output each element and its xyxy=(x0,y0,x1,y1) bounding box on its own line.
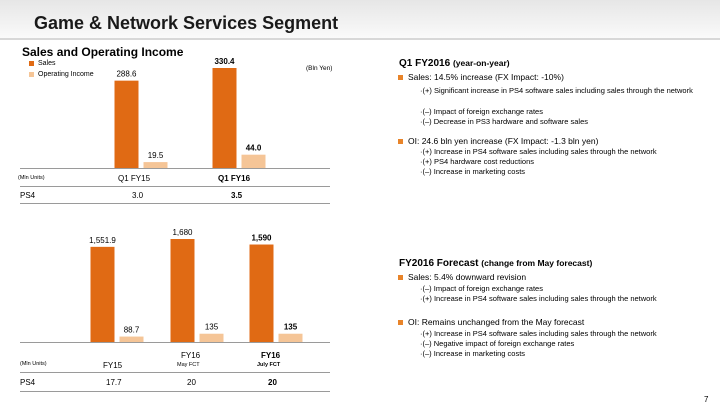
header-bar xyxy=(0,0,720,40)
category-label-fy16-july: FY16 xyxy=(261,351,281,360)
legend-label-operating-income: Operating Income xyxy=(38,71,94,78)
ps4-row-label-top: PS4 xyxy=(20,191,36,200)
table-line-bottom-1 xyxy=(20,372,330,373)
bar-sales-q1-fy16 xyxy=(212,68,237,168)
q1-oi-headline: OI: 24.6 bln yen increase (FX Impact: -1… xyxy=(408,136,599,146)
bullet-icon xyxy=(398,138,403,144)
bar-sales-fy16-may-fct xyxy=(170,239,195,342)
data-label-operating-income-fy15: 88.7 xyxy=(124,326,140,335)
q1-section-title: Q1 FY2016 (year-on-year) xyxy=(399,58,510,69)
forecast-title-sub: (change from May forecast) xyxy=(481,258,593,268)
ps4-units-fy15: 17.7 xyxy=(106,378,122,387)
legend-swatch-sales xyxy=(29,61,34,66)
forecast-sales-item-1: ·(–) Impact of foreign exchange rates xyxy=(420,284,543,293)
baseline-top xyxy=(20,168,330,169)
units-label-bottom: (Mln Units) xyxy=(20,361,47,367)
baseline-bottom xyxy=(20,342,330,343)
bar-operating-income-fy16-may-fct xyxy=(199,333,224,342)
q1-oi-item-1: ·(+) Increase in PS4 software sales incl… xyxy=(420,147,657,156)
q1-sales-item-3: ·(–) Decrease in PS3 hardware and softwa… xyxy=(420,117,588,126)
forecast-oi-item-1: ·(+) Increase in PS4 software sales incl… xyxy=(420,329,657,338)
ps4-units-fy16-may: 20 xyxy=(187,378,196,387)
bullet-icon xyxy=(398,74,403,80)
page-number: 7 xyxy=(704,395,709,404)
bar-sales-fy15 xyxy=(90,246,115,342)
legend-swatch-operating-income xyxy=(29,72,34,77)
forecast-title: FY2016 Forecast xyxy=(399,258,479,269)
data-label-operating-income-q1-fy16: 44.0 xyxy=(246,144,262,153)
legend-label-sales: Sales xyxy=(38,60,56,67)
data-label-operating-income-q1-fy15: 19.5 xyxy=(148,151,164,160)
slide-title: Game & Network Services Segment xyxy=(34,13,339,33)
forecast-sales-item-2: ·(+) Increase in PS4 software sales incl… xyxy=(420,294,657,303)
bullet-icon xyxy=(398,319,403,325)
forecast-section-title: FY2016 Forecast (change from May forecas… xyxy=(399,258,592,269)
q1-oi-item-3: ·(–) Increase in marketing costs xyxy=(420,167,526,176)
bar-operating-income-q1-fy16 xyxy=(241,154,266,168)
data-label-sales-fy16-july-fct: 1,590 xyxy=(251,234,272,243)
forecast-oi-bullet: OI: Remains unchanged from the May forec… xyxy=(398,317,584,327)
unit-label: (Bln Yen) xyxy=(306,65,333,72)
forecast-oi-headline: OI: Remains unchanged from the May forec… xyxy=(408,317,585,327)
bar-sales-fy16-july-fct xyxy=(249,244,274,342)
category-label-fy15: FY15 xyxy=(103,361,123,370)
forecast-sales-bullet: Sales: 5.4% downward revision xyxy=(398,272,526,282)
ps4-units-q1fy16: 3.5 xyxy=(231,191,243,200)
bullet-icon xyxy=(398,274,403,280)
chart-title: Sales and Operating Income xyxy=(22,45,184,59)
q1-oi-item-2: ·(+) PS4 hardware cost reductions xyxy=(420,157,535,166)
data-label-sales-fy16-may-fct: 1,680 xyxy=(172,228,193,237)
bar-sales-q1-fy15 xyxy=(114,80,139,168)
legend-item-operating-income: Operating Income xyxy=(29,69,94,80)
q1-oi-bullet: OI: 24.6 bln yen increase (FX Impact: -1… xyxy=(398,136,598,146)
q1-sales-item-1: ·(+) Significant increase in PS4 softwar… xyxy=(420,86,693,95)
data-label-operating-income-fy16-july-fct: 135 xyxy=(284,323,298,332)
legend: Sales Operating Income xyxy=(29,58,94,80)
data-label-operating-income-fy16-may-fct: 135 xyxy=(205,323,219,332)
q1-sales-item-2: ·(–) Impact of foreign exchange rates xyxy=(420,107,543,116)
table-line-top-1 xyxy=(20,186,330,187)
category-label-fy16-may: FY16 xyxy=(181,351,201,360)
category-sublabel-july-fct: July FCT xyxy=(257,362,281,368)
ps4-units-fy16-july: 20 xyxy=(268,378,277,387)
forecast-sales-headline: Sales: 5.4% downward revision xyxy=(408,272,527,282)
q1-title-sub: (year-on-year) xyxy=(452,58,510,68)
forecast-oi-item-3: ·(–) Increase in marketing costs xyxy=(420,349,526,358)
bar-operating-income-q1-fy15 xyxy=(143,162,168,168)
legend-item-sales: Sales xyxy=(29,58,94,69)
q1-title: Q1 FY2016 xyxy=(399,58,451,69)
category-sublabel-may-fct: May FCT xyxy=(177,362,200,368)
table-line-bottom-2 xyxy=(20,391,330,392)
table-line-top-2 xyxy=(20,203,330,204)
forecast-oi-item-2: ·(–) Negative impact of foreign exchange… xyxy=(420,339,575,348)
bar-operating-income-fy16-july-fct xyxy=(278,333,303,342)
category-label-q1fy15: Q1 FY15 xyxy=(118,174,151,183)
data-label-sales-q1-fy16: 330.4 xyxy=(214,57,235,66)
q1-sales-bullet: Sales: 14.5% increase (FX Impact: -10%) xyxy=(398,72,564,82)
q1-sales-headline: Sales: 14.5% increase (FX Impact: -10%) xyxy=(408,72,564,82)
units-label-top: (Mln Units) xyxy=(18,175,45,181)
data-label-sales-q1-fy15: 288.6 xyxy=(116,70,137,79)
category-label-q1fy16: Q1 FY16 xyxy=(218,174,251,183)
bar-operating-income-fy15 xyxy=(119,336,144,342)
data-label-sales-fy15: 1,551.9 xyxy=(89,236,116,245)
ps4-row-label-bottom: PS4 xyxy=(20,378,36,387)
ps4-units-q1fy15: 3.0 xyxy=(132,191,144,200)
